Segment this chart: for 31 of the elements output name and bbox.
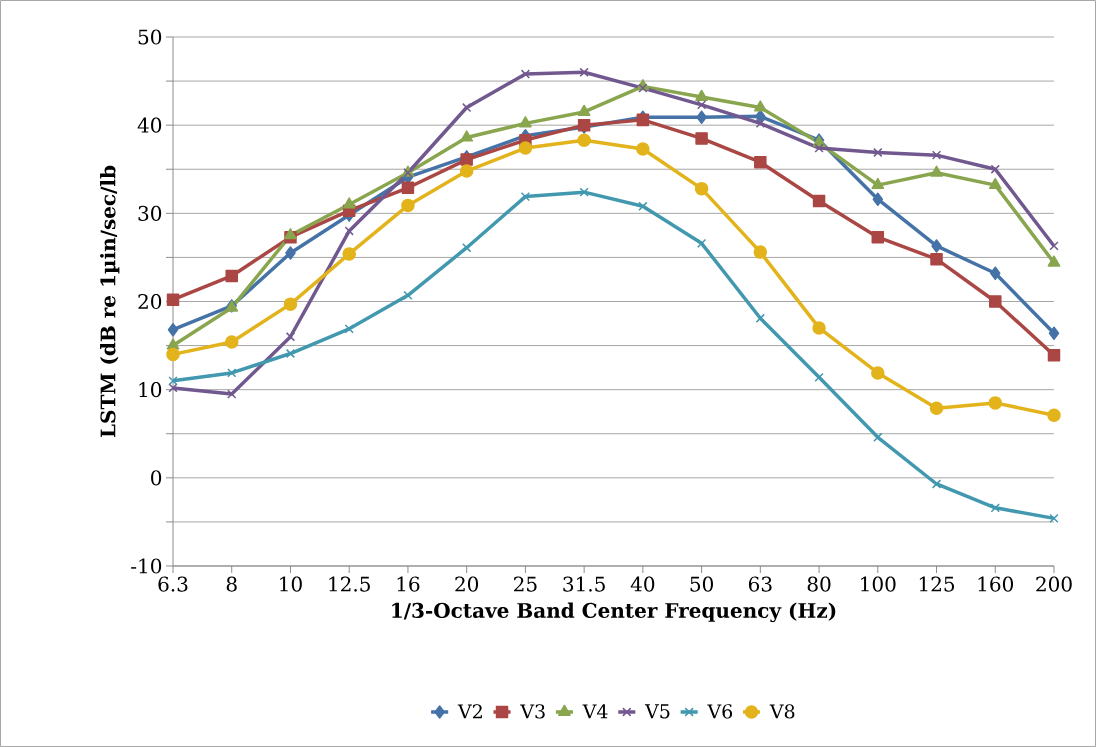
legend-label: V4 (582, 704, 608, 719)
x-tick-label: 40 (630, 576, 655, 592)
x-tick-label: 125 (919, 576, 955, 592)
legend-label: V8 (769, 704, 795, 719)
x-tick-label: 80 (807, 576, 831, 592)
x-tick-label: 6.3 (158, 576, 188, 592)
legend-label: V3 (520, 704, 545, 719)
x-tick-label: 12.5 (329, 576, 370, 592)
x-tick-label: 16 (397, 576, 420, 592)
y-tick-label: 10 (139, 382, 162, 398)
y-tick-label: 0 (151, 470, 162, 486)
y-axis-title: LSTM (dB re 1µin/sec/lb (100, 165, 120, 438)
y-tick-label: 40 (137, 117, 162, 133)
x-tick-label: 25 (514, 576, 537, 592)
y-tick-label: -10 (131, 558, 162, 574)
x-tick-label: 100 (861, 576, 896, 592)
x-tick-label: 160 (978, 576, 1014, 592)
y-tick-label: 30 (138, 205, 162, 221)
x-tick-label: 63 (748, 576, 772, 592)
x-tick-label: 31.5 (563, 576, 605, 592)
x-tick-label: 50 (690, 576, 713, 592)
x-tick-label: 20 (455, 576, 479, 592)
x-axis-title: 1/3-Octave Band Center Frequency (Hz) (392, 602, 836, 623)
x-tick-label: 10 (280, 576, 302, 592)
legend-label: V6 (707, 704, 733, 719)
x-tick-label: 200 (1036, 576, 1072, 592)
x-tick-label: 8 (226, 576, 237, 592)
legend-label: V5 (644, 704, 670, 719)
y-tick-label: 50 (138, 29, 162, 45)
y-tick-label: 20 (138, 293, 162, 310)
legend-label: V2 (457, 704, 482, 719)
